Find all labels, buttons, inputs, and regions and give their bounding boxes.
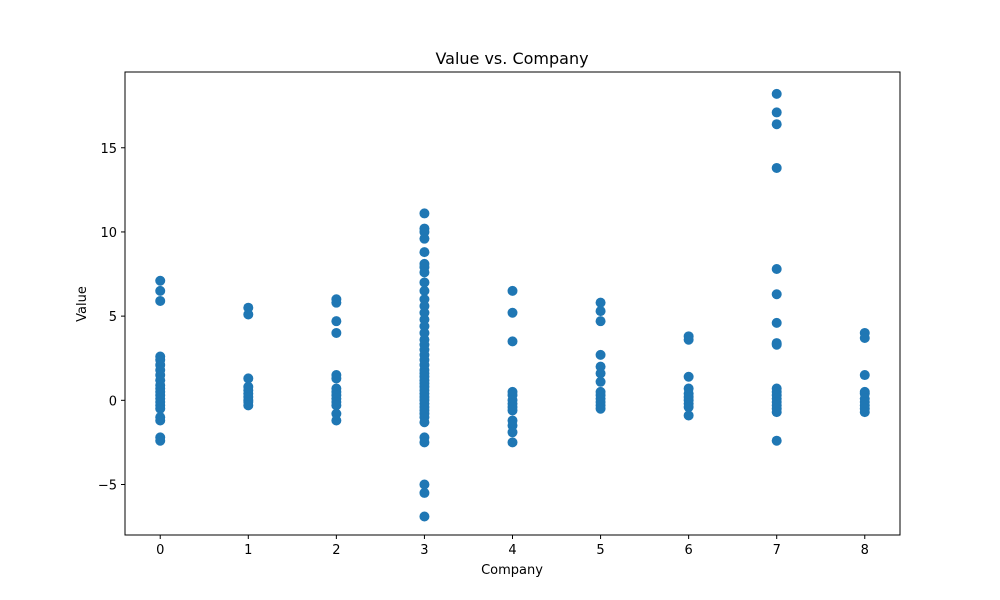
data-point xyxy=(771,263,782,274)
x-tick-label: 3 xyxy=(420,543,428,558)
data-point xyxy=(771,289,782,300)
data-point xyxy=(243,400,254,411)
data-point xyxy=(683,402,694,413)
data-point xyxy=(331,400,342,411)
data-point xyxy=(507,405,518,416)
data-point xyxy=(595,368,606,379)
y-tick-label: 10 xyxy=(100,226,117,241)
data-point xyxy=(419,479,430,490)
data-point xyxy=(419,267,430,278)
y-axis-ticks: −5 0 5 10 15 xyxy=(98,142,125,493)
data-point xyxy=(683,410,694,421)
x-tick-label: 1 xyxy=(244,543,252,558)
data-point xyxy=(771,162,782,173)
data-point xyxy=(859,333,870,344)
data-point xyxy=(595,306,606,317)
data-point xyxy=(155,295,166,306)
data-point xyxy=(419,417,430,428)
data-point xyxy=(507,285,518,296)
data-point xyxy=(595,376,606,387)
y-tick-label: 5 xyxy=(109,310,117,325)
data-point xyxy=(595,316,606,327)
data-point xyxy=(771,407,782,418)
data-point xyxy=(419,208,430,219)
data-point xyxy=(595,349,606,360)
x-tick-label: 0 xyxy=(156,543,164,558)
data-point xyxy=(771,119,782,130)
data-point xyxy=(331,316,342,327)
data-point xyxy=(331,373,342,384)
x-tick-label: 5 xyxy=(596,543,604,558)
data-point xyxy=(595,297,606,308)
chart-title: Value vs. Company xyxy=(435,49,588,68)
data-point xyxy=(155,415,166,426)
data-point xyxy=(331,297,342,308)
data-point xyxy=(859,407,870,418)
y-axis-label: Value xyxy=(75,286,90,322)
data-point xyxy=(419,285,430,296)
data-point xyxy=(331,327,342,338)
x-axis-label: Company xyxy=(481,563,543,578)
data-point xyxy=(243,309,254,320)
data-point xyxy=(507,307,518,318)
data-point xyxy=(595,403,606,414)
x-tick-label: 8 xyxy=(861,543,869,558)
y-tick-label: −5 xyxy=(98,478,117,493)
data-point xyxy=(331,415,342,426)
y-tick-label: 0 xyxy=(109,394,117,409)
data-point xyxy=(683,334,694,345)
x-tick-label: 4 xyxy=(508,543,516,558)
data-point xyxy=(419,277,430,288)
data-point xyxy=(683,371,694,382)
x-tick-label: 6 xyxy=(684,543,692,558)
data-points xyxy=(155,88,870,522)
x-tick-label: 7 xyxy=(773,543,781,558)
data-point xyxy=(859,370,870,381)
data-point xyxy=(771,435,782,446)
data-point xyxy=(155,403,166,414)
x-tick-label: 2 xyxy=(332,543,340,558)
data-point xyxy=(155,275,166,286)
data-point xyxy=(419,511,430,522)
y-tick-label: 15 xyxy=(100,142,117,157)
x-axis-ticks: 0 1 2 3 4 5 6 7 8 xyxy=(156,535,869,558)
data-point xyxy=(771,107,782,118)
data-point xyxy=(419,247,430,258)
data-point xyxy=(507,427,518,438)
data-point xyxy=(155,435,166,446)
data-point xyxy=(507,437,518,448)
data-point xyxy=(507,336,518,347)
data-point xyxy=(155,285,166,296)
data-point xyxy=(771,317,782,328)
data-point xyxy=(243,373,254,384)
data-point xyxy=(419,437,430,448)
data-point xyxy=(771,339,782,350)
data-point xyxy=(771,88,782,99)
data-point xyxy=(419,233,430,244)
data-point xyxy=(419,487,430,498)
